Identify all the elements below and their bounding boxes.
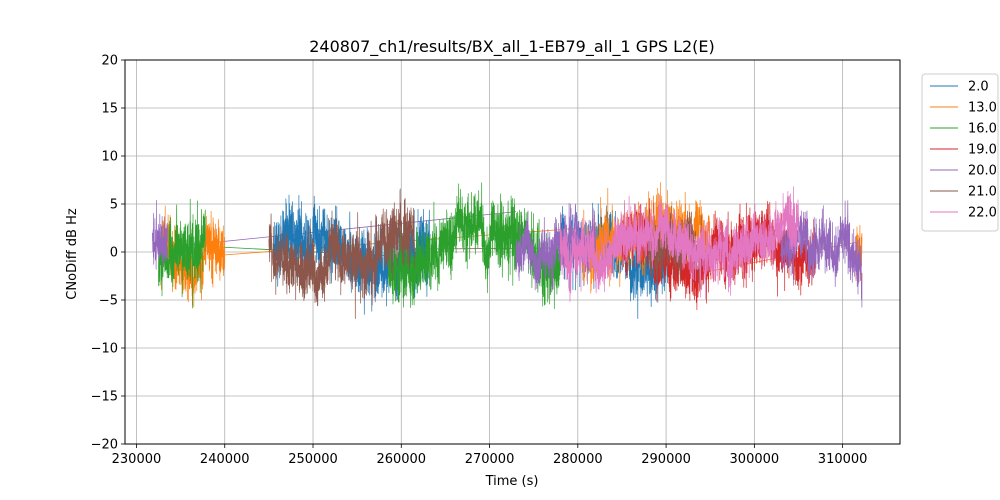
x-tick-label: 310000 — [818, 452, 868, 467]
legend-label: 2.0 — [968, 80, 989, 95]
y-tick-label: −20 — [91, 438, 118, 453]
series-line-13-0 — [158, 205, 226, 308]
x-tick-label: 290000 — [641, 452, 691, 467]
y-axis-label: CNoDiff dB Hz — [65, 208, 80, 300]
x-tick-label: 250000 — [288, 452, 338, 467]
legend-label: 21.0 — [968, 185, 997, 200]
legend-label: 19.0 — [968, 143, 997, 158]
series-line-22-0 — [559, 186, 799, 302]
x-tick-label: 260000 — [376, 452, 426, 467]
data-series-layer — [152, 182, 863, 319]
chart-title: 240807_ch1/results/BX_all_1-EB79_all_1 G… — [309, 37, 715, 57]
x-tick-label: 270000 — [465, 452, 515, 467]
x-tick-label: 230000 — [112, 452, 162, 467]
series-line-21-0 — [268, 188, 415, 319]
y-tick-label: 5 — [110, 198, 118, 213]
y-tick-label: 0 — [110, 246, 118, 261]
legend-box — [921, 73, 999, 232]
x-axis-label: Time (s) — [485, 474, 539, 489]
legend-label: 22.0 — [968, 206, 997, 221]
x-tick-label: 300000 — [730, 452, 780, 467]
series-line-20-0 — [152, 199, 168, 270]
y-tick-label: 15 — [101, 102, 118, 117]
series-line-16-0 — [158, 198, 206, 309]
y-axis-ticks: −20 −15 −10 −5 0 5 10 15 20 — [91, 54, 125, 453]
legend-label: 20.0 — [968, 164, 997, 179]
y-tick-label: 10 — [101, 150, 118, 165]
x-tick-label: 280000 — [553, 452, 603, 467]
legend-label: 16.0 — [968, 122, 997, 137]
legend-label: 13.0 — [968, 101, 997, 116]
x-axis-ticks: 230000 240000 250000 260000 270000 280000 2900… — [112, 444, 868, 467]
x-tick-label: 240000 — [200, 452, 250, 467]
y-tick-label: −10 — [91, 342, 118, 357]
series-line-20-0 — [780, 200, 863, 308]
y-tick-label: −5 — [99, 294, 118, 309]
legend: 2.0 13.0 16.0 19.0 20.0 21.0 22.0 — [921, 73, 999, 232]
y-tick-label: 20 — [101, 54, 118, 69]
y-tick-label: −15 — [91, 390, 118, 405]
